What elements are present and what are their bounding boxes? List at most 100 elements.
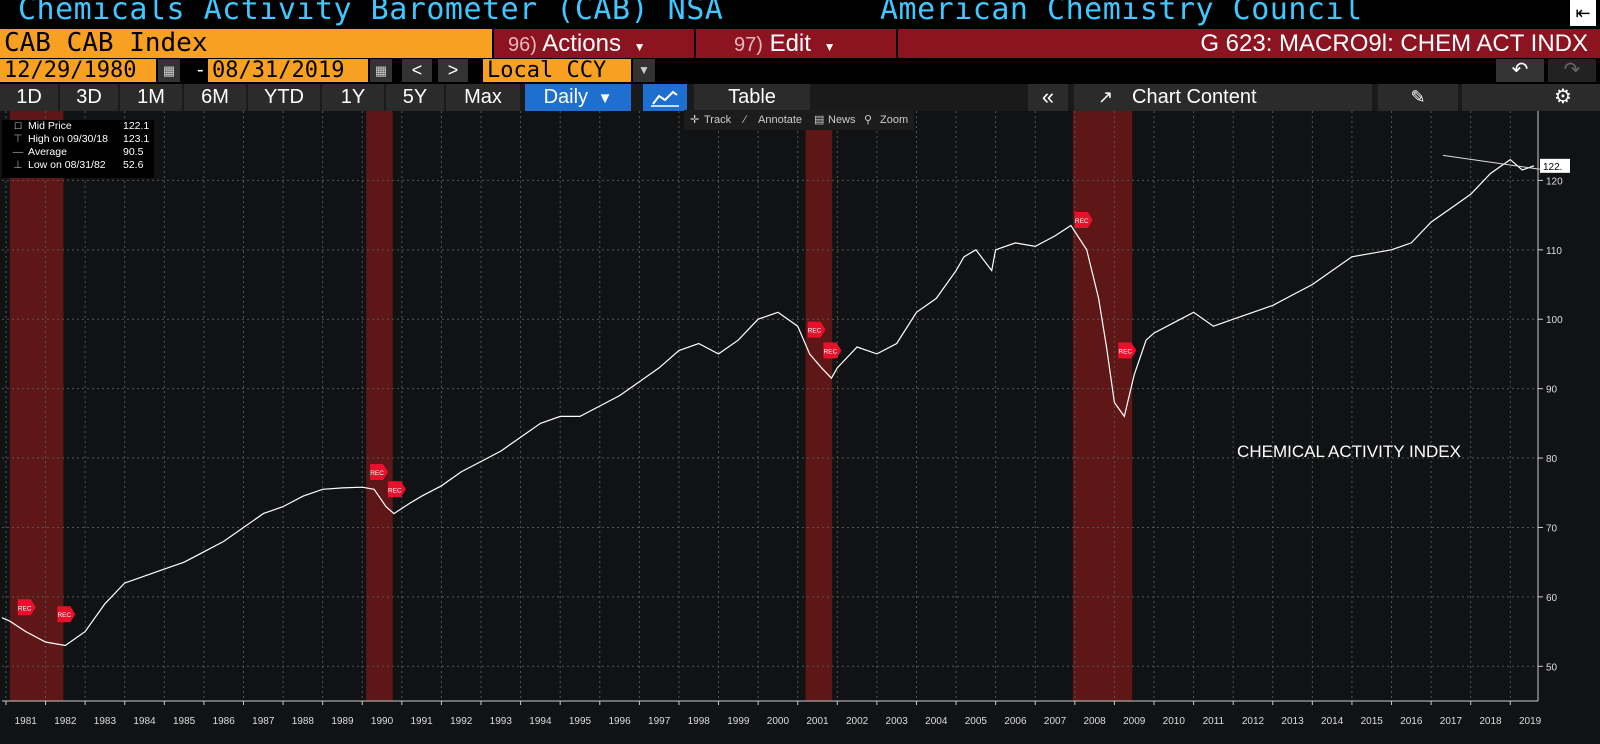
calendar-icon[interactable]: ▦ xyxy=(158,59,180,82)
x-tick-label: 2011 xyxy=(1203,716,1225,727)
range-ytd[interactable]: YTD xyxy=(248,84,320,111)
chart-content-icon: ↗ xyxy=(1098,87,1114,107)
recession-band xyxy=(805,111,833,701)
end-date-field[interactable]: 08/31/2019 xyxy=(208,59,368,82)
undo-icon[interactable]: ↶ xyxy=(1496,59,1544,82)
x-tick-label: 1998 xyxy=(688,716,711,727)
actions-number: 96) xyxy=(508,34,537,56)
range-max[interactable]: Max xyxy=(446,84,520,111)
actions-menu-button[interactable]: 96) Actions ▼ xyxy=(494,29,694,58)
x-tick-label: 1995 xyxy=(569,716,592,727)
last-value-label: 122. xyxy=(1543,162,1562,173)
x-tick-label: 2000 xyxy=(767,716,790,727)
x-tick-label: 1989 xyxy=(331,716,354,727)
x-tick-label: 1982 xyxy=(54,716,77,727)
collapse-icon[interactable]: « xyxy=(1028,84,1068,111)
news-button[interactable]: News xyxy=(828,114,856,126)
x-tick-label: 2015 xyxy=(1361,716,1384,727)
x-tick-label: 2017 xyxy=(1440,716,1463,727)
legend: □ Mid Price 122.1 ⊤ High on 09/30/18 123… xyxy=(2,120,154,178)
date-row: 12/29/1980 ▦ - 08/31/2019 ▦ < > Local CC… xyxy=(0,59,1600,83)
rec-marker xyxy=(57,606,76,623)
x-tick-label: 2010 xyxy=(1163,716,1186,727)
rec-marker-label: REC xyxy=(1075,218,1089,225)
high-marker-icon: ⊤ xyxy=(13,133,23,145)
chart-annotation: CHEMICAL ACTIVITY INDEX xyxy=(1237,442,1461,461)
range-1y[interactable]: 1Y xyxy=(322,84,384,111)
line-chart-icon[interactable] xyxy=(643,84,687,111)
chevron-down-icon: ▼ xyxy=(823,40,836,54)
x-tick-label: 1990 xyxy=(371,716,394,727)
x-tick-label: 2006 xyxy=(1004,716,1027,727)
range-6m[interactable]: 6M xyxy=(184,84,246,111)
redo-icon[interactable]: ↷ xyxy=(1548,59,1596,82)
legend-row: ― Average 90.5 xyxy=(2,146,154,159)
x-tick-label: 1993 xyxy=(490,716,513,727)
rec-marker-label: REC xyxy=(370,470,384,477)
last-value-box xyxy=(1540,158,1570,173)
legend-row: ⊥ Low on 08/31/82 52.6 xyxy=(2,159,154,172)
edit-menu-button[interactable]: 97) Edit ▼ xyxy=(696,29,896,58)
zoom-button[interactable]: Zoom xyxy=(880,114,909,126)
rec-marker xyxy=(807,321,826,338)
y-tick-label: 50 xyxy=(1546,662,1558,673)
rec-marker-label: REC xyxy=(18,605,32,612)
next-period-button[interactable]: > xyxy=(438,59,468,82)
rec-marker xyxy=(1074,211,1093,228)
command-row: CAB CAB Index 96) Actions ▼ 97) Edit ▼ G… xyxy=(0,29,1600,58)
ticker-field[interactable]: CAB CAB Index xyxy=(0,29,492,58)
rec-marker xyxy=(17,599,36,616)
calendar-icon[interactable]: ▦ xyxy=(370,59,392,82)
x-tick-label: 1999 xyxy=(727,716,750,727)
x-tick-label: 2005 xyxy=(965,716,988,727)
gear-icon[interactable]: ⚙ xyxy=(1462,84,1600,111)
chevron-down-icon[interactable]: ▼ xyxy=(633,59,655,82)
range-5y[interactable]: 5Y xyxy=(386,84,444,111)
x-tick-label: 2012 xyxy=(1242,716,1265,727)
g-line-label: G 623: MACRO9l: CHEM ACT INDX xyxy=(898,29,1600,58)
y-tick-label: 120 xyxy=(1546,176,1563,187)
x-tick-label: 1988 xyxy=(292,716,315,727)
chart-content-label: Chart Content xyxy=(1132,86,1257,108)
date-separator: - xyxy=(197,59,204,81)
range-1d[interactable]: 1D xyxy=(0,84,58,111)
currency-field[interactable]: Local CCY xyxy=(483,59,631,82)
legend-value: 122.1 xyxy=(123,120,150,132)
range-1m[interactable]: 1M xyxy=(120,84,182,111)
chart-area[interactable]: 50 60 70 80 90 100 110 120 1981 1982 1983 1984 1985 1… xyxy=(0,111,1600,744)
legend-row: □ Mid Price 122.1 xyxy=(2,120,154,133)
low-marker-icon: ⊥ xyxy=(13,159,23,171)
legend-value: 123.1 xyxy=(123,133,150,145)
rec-marker-label: REC xyxy=(1118,348,1132,355)
prev-period-button[interactable]: < xyxy=(402,59,432,82)
caret-down-icon: ▼ xyxy=(597,90,613,107)
y-tick-label: 100 xyxy=(1546,315,1563,326)
x-tick-label: 1991 xyxy=(411,716,434,727)
corner-arrow-icon[interactable]: ⇤ xyxy=(1570,0,1596,26)
start-date-field[interactable]: 12/29/1980 xyxy=(0,59,156,82)
line-chart[interactable]: 50 60 70 80 90 100 110 120 1981 1982 1983 1984 1985 1… xyxy=(0,111,1600,744)
legend-label: Low on 08/31/82 xyxy=(28,159,106,171)
table-button[interactable]: Table xyxy=(694,84,810,111)
chart-content-button[interactable]: ↗ Chart Content xyxy=(1074,84,1372,111)
x-tick-label: 2007 xyxy=(1044,716,1067,727)
chevron-down-icon: ▼ xyxy=(633,40,646,54)
frequency-dropdown[interactable]: Daily ▼ xyxy=(525,84,631,111)
x-tick-label: 1996 xyxy=(608,716,631,727)
rec-marker xyxy=(370,463,389,480)
actions-label: Actions xyxy=(542,30,621,57)
pencil-icon[interactable]: ✎ xyxy=(1378,84,1458,111)
annotate-button[interactable]: Annotate xyxy=(758,114,803,126)
rec-marker xyxy=(387,481,406,498)
y-tick-label: 70 xyxy=(1546,523,1558,534)
series-line xyxy=(1,158,1535,647)
rec-marker-label: REC xyxy=(388,487,402,494)
range-3d[interactable]: 3D xyxy=(60,84,118,111)
legend-row: ⊤ High on 09/30/18 123.1 xyxy=(2,133,154,146)
track-button[interactable]: Track xyxy=(704,114,732,126)
x-tick-label: 1986 xyxy=(213,716,236,727)
legend-label: High on 09/30/18 xyxy=(28,133,108,145)
legend-swatch-icon: □ xyxy=(14,120,22,132)
rec-marker-label: REC xyxy=(823,348,837,355)
edit-number: 97) xyxy=(734,34,763,56)
